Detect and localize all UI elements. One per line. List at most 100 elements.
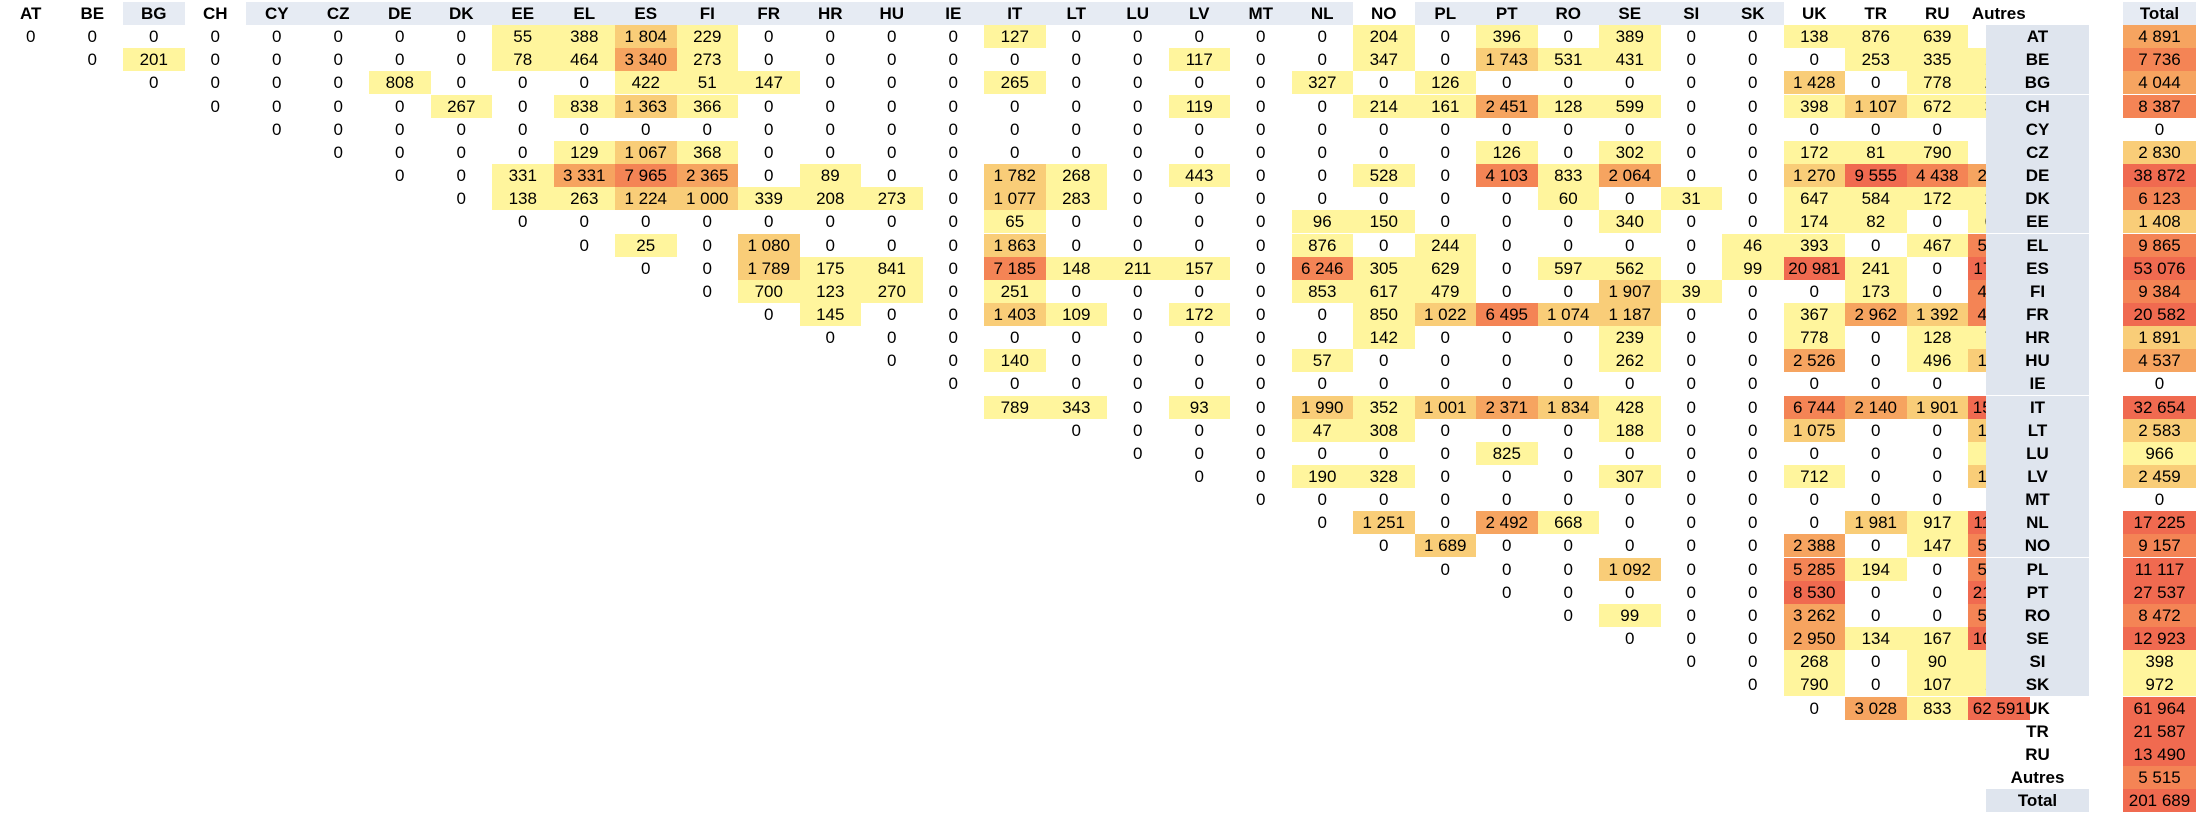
matrix-cell: 0 xyxy=(948,258,958,278)
column-header-mt: MT xyxy=(1230,2,1292,25)
row-total-total: 201 689 xyxy=(2123,789,2196,813)
matrix-cell: 0 xyxy=(948,27,958,47)
matrix-cell: 0 xyxy=(1932,281,1942,301)
matrix-cell: 0 xyxy=(333,96,343,116)
row-total-si: 398 xyxy=(2123,650,2196,674)
row-label-cz: CZ xyxy=(1986,140,2089,164)
matrix-cell: 0 xyxy=(1010,328,1020,348)
matrix-cell: 172 xyxy=(1168,302,1230,326)
matrix-cell: 0 xyxy=(1502,235,1512,255)
matrix-cell: 0 xyxy=(1932,420,1942,440)
matrix-cell: 0 xyxy=(1809,374,1819,394)
row-total-lv: 2 459 xyxy=(2123,465,2196,488)
matrix-cell: 2 388 xyxy=(1783,534,1845,558)
matrix-cell: 0 xyxy=(1563,443,1573,463)
matrix-cell: 273 xyxy=(676,48,738,72)
matrix-cell: 0 xyxy=(1502,351,1512,371)
matrix-cell: 126 xyxy=(1476,140,1538,164)
matrix-cell: 0 xyxy=(87,27,97,47)
matrix-cell: 0 xyxy=(1256,443,1266,463)
matrix-cell: 150 xyxy=(1353,210,1415,234)
matrix-cell: 0 xyxy=(1686,258,1696,278)
row-label-hr: HR xyxy=(1986,326,2089,350)
matrix-cell: 0 xyxy=(1194,443,1204,463)
column-header-fi: FI xyxy=(676,2,738,25)
matrix-cell: 0 xyxy=(948,304,958,324)
matrix-cell: 347 xyxy=(1353,48,1415,72)
matrix-cell: 0 xyxy=(272,50,282,70)
matrix-cell: 0 xyxy=(1625,490,1635,510)
row-label-nl: NL xyxy=(1986,511,2089,535)
matrix-cell: 0 xyxy=(948,281,958,301)
matrix-cell: 0 xyxy=(1071,96,1081,116)
matrix-cell: 388 xyxy=(553,25,615,49)
matrix-cell: 0 xyxy=(1563,582,1573,602)
matrix-cell: 147 xyxy=(1906,534,1968,558)
row-total-ee: 1 408 xyxy=(2123,210,2196,234)
matrix-cell: 20 981 xyxy=(1783,256,1845,280)
matrix-cell: 0 xyxy=(1686,328,1696,348)
row-label-bg: BG xyxy=(1986,71,2089,95)
matrix-cell: 307 xyxy=(1599,465,1661,488)
matrix-cell: 0 xyxy=(1256,397,1266,417)
matrix-cell: 1 403 xyxy=(984,302,1046,326)
matrix-cell: 0 xyxy=(825,328,835,348)
matrix-cell: 0 xyxy=(1440,443,1450,463)
matrix-cell: 0 xyxy=(579,212,589,232)
matrix-cell: 0 xyxy=(1440,27,1450,47)
row-label-hu: HU xyxy=(1986,349,2089,373)
matrix-cell: 328 xyxy=(1353,465,1415,488)
matrix-cell: 0 xyxy=(825,50,835,70)
matrix-cell: 0 xyxy=(1440,328,1450,348)
matrix-cell: 0 xyxy=(825,27,835,47)
matrix-cell: 0 xyxy=(1133,420,1143,440)
matrix-cell: 0 xyxy=(1686,351,1696,371)
row-total-de: 38 872 xyxy=(2123,164,2196,188)
matrix-cell: 1 990 xyxy=(1291,395,1353,419)
matrix-cell: 0 xyxy=(1502,420,1512,440)
matrix-cell: 0 xyxy=(702,212,712,232)
matrix-cell: 2 140 xyxy=(1845,395,1907,419)
matrix-cell: 0 xyxy=(1809,119,1819,139)
matrix-cell: 172 xyxy=(1906,187,1968,211)
matrix-cell: 0 xyxy=(1133,50,1143,70)
matrix-cell: 126 xyxy=(1414,71,1476,95)
column-header-ro: RO xyxy=(1537,2,1599,25)
matrix-cell: 0 xyxy=(948,351,958,371)
matrix-cell: 267 xyxy=(430,94,492,118)
row-label-mt: MT xyxy=(1986,488,2089,512)
matrix-cell: 0 xyxy=(948,142,958,162)
matrix-cell: 0 xyxy=(825,212,835,232)
matrix-cell: 0 xyxy=(1686,73,1696,93)
matrix-cell: 853 xyxy=(1291,279,1353,303)
matrix-cell: 0 xyxy=(1071,212,1081,232)
matrix-cell: 0 xyxy=(1502,119,1512,139)
matrix-cell: 0 xyxy=(1133,397,1143,417)
matrix-cell: 119 xyxy=(1168,94,1230,118)
matrix-cell: 194 xyxy=(1845,557,1907,581)
matrix-cell: 1 392 xyxy=(1906,302,1968,326)
matrix-cell: 1 107 xyxy=(1845,94,1907,118)
matrix-cell: 0 xyxy=(1133,328,1143,348)
column-header-cy: CY xyxy=(246,2,308,25)
matrix-cell: 7 965 xyxy=(615,164,677,188)
column-header-ch: CH xyxy=(202,4,228,23)
matrix-cell: 0 xyxy=(1133,212,1143,232)
row-total-dk: 6 123 xyxy=(2123,187,2196,211)
matrix-cell: 128 xyxy=(1537,94,1599,118)
matrix-cell: 0 xyxy=(1133,96,1143,116)
matrix-cell: 2 492 xyxy=(1476,511,1538,535)
matrix-cell: 0 xyxy=(1871,420,1881,440)
matrix-cell: 0 xyxy=(887,96,897,116)
matrix-cell: 3 262 xyxy=(1783,603,1845,627)
matrix-cell: 1 363 xyxy=(615,94,677,118)
matrix-cell: 0 xyxy=(702,281,712,301)
matrix-cell: 1 789 xyxy=(738,256,800,280)
matrix-cell: 0 xyxy=(1871,582,1881,602)
matrix-cell: 0 xyxy=(1379,351,1389,371)
matrix-cell: 339 xyxy=(738,187,800,211)
matrix-cell: 0 xyxy=(1748,559,1758,579)
matrix-cell: 1 022 xyxy=(1414,302,1476,326)
matrix-cell: 0 xyxy=(1871,73,1881,93)
matrix-cell: 0 xyxy=(887,235,897,255)
